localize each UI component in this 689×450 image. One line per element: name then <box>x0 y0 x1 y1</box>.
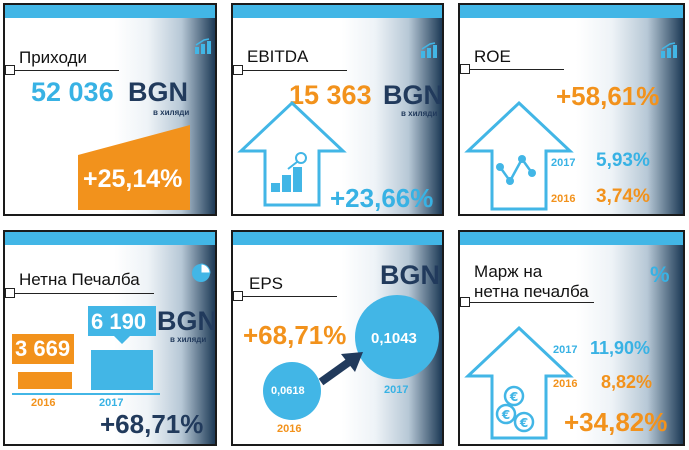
card-header-bar <box>460 232 683 245</box>
currency-label: BGN <box>157 306 217 336</box>
eps-year-2016: 2016 <box>277 423 302 435</box>
net-profit-value-2017: 6 190 <box>91 309 147 334</box>
svg-text:€: € <box>501 408 510 422</box>
net-margin-card: % Марж на нетна печалба € € € 2017 11,90… <box>458 230 685 446</box>
roe-card: ROE +58,61% 2017 5,93% 2016 3,74% <box>458 3 685 216</box>
net-margin-year-2017: 2017 <box>553 344 578 356</box>
eps-value-2016: 0,0618 <box>271 385 305 397</box>
card-title: EPS <box>249 274 284 293</box>
title-marker <box>460 297 470 307</box>
revenue-change: +25,14% <box>83 165 183 193</box>
net-margin-value-2017: 11,90% <box>590 338 651 358</box>
title-marker <box>233 291 243 301</box>
roe-value-2017: 5,93% <box>596 150 650 171</box>
net-profit-year-2017: 2017 <box>99 397 124 409</box>
net-profit-value-2016: 3 669 <box>15 336 71 361</box>
revenue-card: Приходи 52 036 BGN в хиляди +25,14% <box>3 3 217 216</box>
percent-icon: % <box>650 262 670 287</box>
eps-2016-bubble <box>263 362 321 420</box>
growth-arrow-icon <box>318 352 363 386</box>
roe-change: +58,61% <box>556 81 660 111</box>
net-profit-year-2016: 2016 <box>31 397 56 409</box>
title-underline <box>464 69 564 70</box>
card-header-bar <box>5 232 215 245</box>
up-arrow-trend-icon <box>464 100 574 211</box>
card-title: ROE <box>474 47 511 66</box>
card-title: Приходи <box>19 48 87 67</box>
bar-chart-arrow-icon <box>661 42 677 58</box>
title-marker <box>233 65 243 75</box>
up-arrow-growth-icon <box>237 100 347 207</box>
eps-value-2017: 0,1043 <box>371 330 417 347</box>
card-title-line2: нетна печалба <box>474 282 589 301</box>
up-arrow-euro-icon: € € € <box>464 325 574 440</box>
eps-change: +68,71% <box>243 320 347 350</box>
growth-wedge <box>78 125 190 210</box>
card-title: EBITDA <box>247 47 309 66</box>
card-header-bar <box>460 5 683 18</box>
ebitda-value: 15 363 <box>289 80 372 110</box>
unit-label: в хиляди <box>401 109 438 118</box>
currency-label: BGN <box>128 77 188 107</box>
ebitda-card: EBITDA 15 363 BGN в хиляди +23,66% <box>231 3 444 216</box>
title-underline <box>237 296 337 297</box>
title-marker <box>460 64 470 74</box>
title-underline <box>9 70 119 71</box>
card-header-bar <box>233 232 442 245</box>
svg-text:€: € <box>509 390 518 404</box>
currency-label: BGN <box>380 260 440 290</box>
ebitda-change: +23,66% <box>330 183 434 213</box>
net-profit-2017-bar <box>91 350 153 390</box>
net-margin-value-2016: 8,82% <box>601 372 653 392</box>
roe-year-2016: 2016 <box>551 193 576 205</box>
net-profit-2016-bar <box>18 372 72 389</box>
svg-text:€: € <box>519 416 528 430</box>
eps-card: EPS BGN +68,71% 0,1043 2017 0,0618 2016 <box>231 230 444 446</box>
roe-value-2016: 3,74% <box>596 186 650 207</box>
pie-chart-icon <box>192 263 211 282</box>
net-margin-change: +34,82% <box>564 407 668 437</box>
card-header-bar <box>5 5 215 18</box>
net-profit-2016-badge <box>12 334 74 364</box>
eps-year-2017: 2017 <box>384 384 409 396</box>
title-underline <box>464 302 594 303</box>
card-title-line1: Марж на <box>474 262 543 281</box>
net-profit-card: Нетна Печалба 3 669 6 190 BGN в хиляди 2… <box>3 230 217 446</box>
card-title: Нетна Печалба <box>19 270 140 289</box>
unit-label: в хиляди <box>170 335 207 344</box>
baseline <box>12 393 160 395</box>
bar-chart-arrow-icon <box>195 38 211 54</box>
revenue-value: 52 036 <box>31 77 114 107</box>
title-underline <box>9 293 154 294</box>
bar-chart-arrow-icon <box>421 42 437 58</box>
currency-label: BGN <box>383 80 443 110</box>
unit-label: в хиляди <box>153 108 190 117</box>
title-marker <box>5 65 15 75</box>
net-profit-change: +68,71% <box>100 409 204 439</box>
net-margin-year-2016: 2016 <box>553 378 578 390</box>
title-marker <box>5 288 15 298</box>
card-header-bar <box>233 5 442 18</box>
net-profit-2017-badge <box>88 306 156 344</box>
roe-year-2017: 2017 <box>551 157 576 169</box>
title-underline <box>237 70 347 71</box>
eps-2017-bubble <box>355 295 439 379</box>
